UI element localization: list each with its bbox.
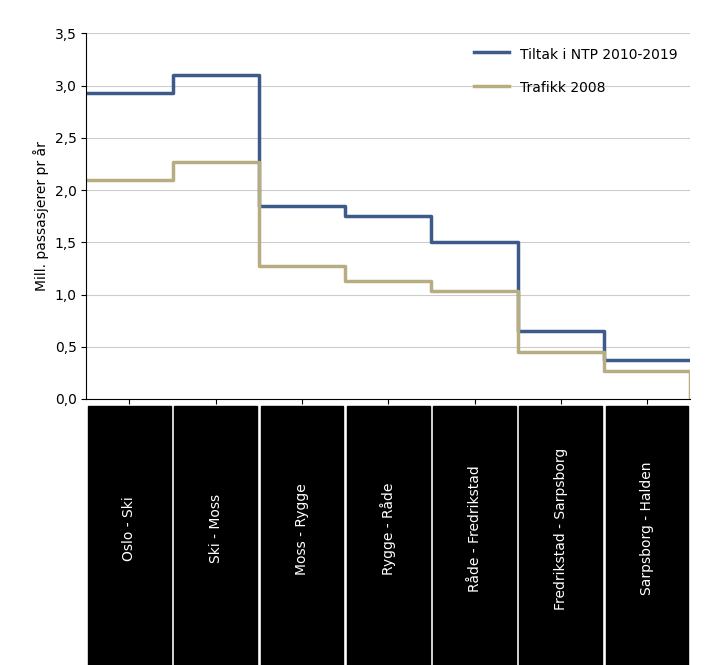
Tiltak i NTP 2010-2019 <box>255 201 263 209</box>
Y-axis label: Mill. passasjerer pr år: Mill. passasjerer pr år <box>33 141 49 291</box>
Trafikk 2008 <box>168 158 177 166</box>
Trafikk 2008 <box>513 348 522 356</box>
Trafikk 2008 <box>168 176 177 184</box>
Text: Fredrikstad - Sarpsborg: Fredrikstad - Sarpsborg <box>554 448 568 610</box>
Trafikk 2008 <box>427 277 436 285</box>
Trafikk 2008 <box>82 176 91 184</box>
Trafikk 2008 <box>341 277 349 285</box>
Tiltak i NTP 2010-2019 <box>427 212 436 220</box>
Tiltak i NTP 2010-2019 <box>255 71 263 79</box>
Trafikk 2008 <box>341 262 349 270</box>
Text: Sarpsborg - Halden: Sarpsborg - Halden <box>640 462 654 595</box>
Trafikk 2008 <box>513 287 522 295</box>
Tiltak i NTP 2010-2019 <box>686 356 695 364</box>
Tiltak i NTP 2010-2019 <box>168 89 177 97</box>
Trafikk 2008 <box>600 348 608 356</box>
Tiltak i NTP 2010-2019 <box>341 201 349 209</box>
Tiltak i NTP 2010-2019 <box>341 212 349 220</box>
Tiltak i NTP 2010-2019 <box>513 238 522 246</box>
Trafikk 2008 <box>686 395 695 403</box>
Trafikk 2008 <box>255 158 263 166</box>
Trafikk 2008 <box>513 287 522 295</box>
Text: Ski - Moss: Ski - Moss <box>209 494 223 563</box>
Text: Råde - Fredrikstad: Råde - Fredrikstad <box>467 465 482 592</box>
Trafikk 2008 <box>600 348 608 356</box>
Trafikk 2008 <box>600 367 608 375</box>
Line: Tiltak i NTP 2010-2019: Tiltak i NTP 2010-2019 <box>86 75 690 360</box>
Trafikk 2008 <box>427 287 436 295</box>
Tiltak i NTP 2010-2019 <box>168 71 177 79</box>
Tiltak i NTP 2010-2019 <box>600 327 608 335</box>
Tiltak i NTP 2010-2019 <box>168 89 177 97</box>
Trafikk 2008 <box>427 277 436 285</box>
Trafikk 2008 <box>341 262 349 270</box>
Tiltak i NTP 2010-2019 <box>513 238 522 246</box>
Trafikk 2008 <box>255 158 263 166</box>
Legend: Tiltak i NTP 2010-2019, Trafikk 2008: Tiltak i NTP 2010-2019, Trafikk 2008 <box>469 40 683 102</box>
Tiltak i NTP 2010-2019 <box>427 212 436 220</box>
Tiltak i NTP 2010-2019 <box>513 327 522 335</box>
Tiltak i NTP 2010-2019 <box>82 89 91 97</box>
Text: Oslo - Ski: Oslo - Ski <box>122 496 137 561</box>
Line: Trafikk 2008: Trafikk 2008 <box>86 162 690 399</box>
Trafikk 2008 <box>168 176 177 184</box>
Trafikk 2008 <box>255 262 263 270</box>
Tiltak i NTP 2010-2019 <box>341 201 349 209</box>
Tiltak i NTP 2010-2019 <box>600 327 608 335</box>
Trafikk 2008 <box>686 367 695 375</box>
Text: Moss - Rygge: Moss - Rygge <box>295 483 309 575</box>
Tiltak i NTP 2010-2019 <box>255 71 263 79</box>
Text: Rygge - Råde: Rygge - Råde <box>380 483 396 575</box>
Tiltak i NTP 2010-2019 <box>427 238 436 246</box>
Tiltak i NTP 2010-2019 <box>600 356 608 364</box>
